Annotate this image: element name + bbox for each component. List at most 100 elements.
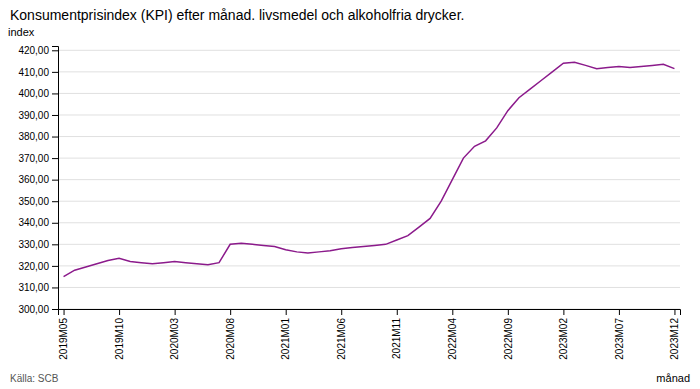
tick-mark bbox=[52, 158, 58, 159]
tick-mark bbox=[52, 93, 58, 94]
grid-line bbox=[58, 50, 680, 51]
tick-mark bbox=[175, 309, 176, 315]
tick-mark bbox=[452, 309, 453, 315]
tick-mark bbox=[52, 266, 58, 267]
tick-label: 400,00 bbox=[18, 88, 49, 99]
tick: 2023M07 bbox=[614, 309, 625, 360]
grid-line bbox=[58, 222, 680, 223]
tick: 2022M04 bbox=[447, 309, 458, 360]
x-label: månad bbox=[656, 372, 690, 384]
tick-label: 2021M01 bbox=[280, 318, 291, 360]
grid-line bbox=[58, 93, 680, 94]
tick: 2021M01 bbox=[280, 309, 291, 360]
tick-mark bbox=[563, 309, 564, 315]
tick-label: 420,00 bbox=[18, 45, 49, 56]
tick-mark bbox=[119, 309, 120, 315]
grid-line bbox=[58, 158, 680, 159]
tick-label: 390,00 bbox=[18, 110, 49, 121]
tick-label: 350,00 bbox=[18, 196, 49, 207]
tick: 2021M11 bbox=[391, 309, 402, 359]
tick-label: 2020M03 bbox=[169, 318, 180, 360]
marks bbox=[64, 62, 675, 276]
tick: 370,00 bbox=[18, 153, 58, 164]
y-label: index bbox=[8, 26, 35, 38]
tick-label: 2020M08 bbox=[225, 318, 236, 360]
tick: 340,00 bbox=[18, 217, 58, 228]
tick: 380,00 bbox=[18, 131, 58, 142]
tick: 420,00 bbox=[18, 45, 58, 56]
tick: 2019M10 bbox=[114, 309, 125, 360]
tick: 350,00 bbox=[18, 196, 58, 207]
tick-label: 370,00 bbox=[18, 153, 49, 164]
tick-mark bbox=[508, 309, 509, 315]
tick-label: 2023M02 bbox=[558, 318, 569, 360]
tick-mark bbox=[674, 309, 675, 315]
tick-label: 300,00 bbox=[18, 304, 49, 315]
grid-line bbox=[58, 136, 680, 137]
grid bbox=[58, 50, 680, 309]
tick-label: 2022M09 bbox=[503, 318, 514, 360]
axis-line bbox=[52, 47, 59, 310]
tick: 2023M12 bbox=[669, 309, 680, 360]
tick-label: 380,00 bbox=[18, 131, 49, 142]
plot: 300,00 310,00 320,00 330,00 340,00 350,00 360,… bbox=[18, 45, 680, 360]
tick-mark bbox=[52, 115, 58, 116]
line bbox=[64, 62, 675, 276]
tick: 2020M08 bbox=[225, 309, 236, 360]
tick-label: 2019M10 bbox=[114, 318, 125, 360]
tick: 2021M06 bbox=[336, 309, 347, 360]
tick-mark bbox=[52, 287, 58, 288]
tick: 390,00 bbox=[18, 110, 58, 121]
tick-mark bbox=[52, 201, 58, 202]
tick-mark bbox=[52, 50, 58, 51]
axis-line bbox=[59, 310, 681, 316]
tick-label: 310,00 bbox=[18, 282, 49, 293]
tick-label: 2021M11 bbox=[391, 318, 402, 359]
tick-label: 2019M05 bbox=[58, 318, 69, 360]
tick-mark bbox=[64, 309, 65, 315]
tick-label: 410,00 bbox=[18, 67, 49, 78]
tick: 310,00 bbox=[18, 282, 58, 293]
grid-line bbox=[58, 244, 680, 245]
tick-mark bbox=[52, 223, 58, 224]
tick-mark bbox=[619, 309, 620, 315]
tick-label: 2023M12 bbox=[669, 318, 680, 360]
tick: 300,00 bbox=[18, 304, 58, 315]
tick: 2022M09 bbox=[503, 309, 514, 360]
grid-line bbox=[58, 287, 680, 288]
tick-label: 320,00 bbox=[18, 261, 49, 272]
tick: 360,00 bbox=[18, 174, 58, 185]
tick: 2020M03 bbox=[169, 309, 180, 360]
tick-mark bbox=[52, 72, 58, 73]
grid-line bbox=[58, 71, 680, 72]
grid-line bbox=[58, 265, 680, 266]
tick-label: 2021M06 bbox=[336, 318, 347, 360]
tick-label: 360,00 bbox=[18, 174, 49, 185]
tick-mark bbox=[341, 309, 342, 315]
tick-label: 2023M07 bbox=[614, 318, 625, 360]
tick: 2019M05 bbox=[58, 309, 69, 360]
tick-label: 330,00 bbox=[18, 239, 49, 250]
grid-line bbox=[58, 114, 680, 115]
tick-mark bbox=[286, 309, 287, 315]
tick-mark bbox=[52, 309, 58, 310]
tick-label: 340,00 bbox=[18, 217, 49, 228]
grid-line bbox=[58, 201, 680, 202]
annotation: Källa: SCB bbox=[10, 373, 59, 384]
tick: 320,00 bbox=[18, 261, 58, 272]
tick-mark bbox=[52, 137, 58, 138]
tick-mark bbox=[52, 180, 58, 181]
tick: 410,00 bbox=[18, 67, 58, 78]
grid-line bbox=[58, 179, 680, 180]
chart: Konsumentprisindex (KPI) efter månad. li… bbox=[0, 0, 700, 389]
tick-label: 2022M04 bbox=[447, 318, 458, 360]
title: Konsumentprisindex (KPI) efter månad. li… bbox=[10, 7, 464, 23]
tick: 2023M02 bbox=[558, 309, 569, 360]
x-axis: 2019M05 2019M10 2020M03 2020M08 2021M01 2021M… bbox=[58, 309, 680, 360]
tick-mark bbox=[52, 244, 58, 245]
tick: 330,00 bbox=[18, 239, 58, 250]
tick-mark bbox=[397, 309, 398, 315]
tick-mark bbox=[230, 309, 231, 315]
y-axis: 300,00 310,00 320,00 330,00 340,00 350,00 360,… bbox=[18, 45, 58, 315]
tick: 400,00 bbox=[18, 88, 58, 99]
